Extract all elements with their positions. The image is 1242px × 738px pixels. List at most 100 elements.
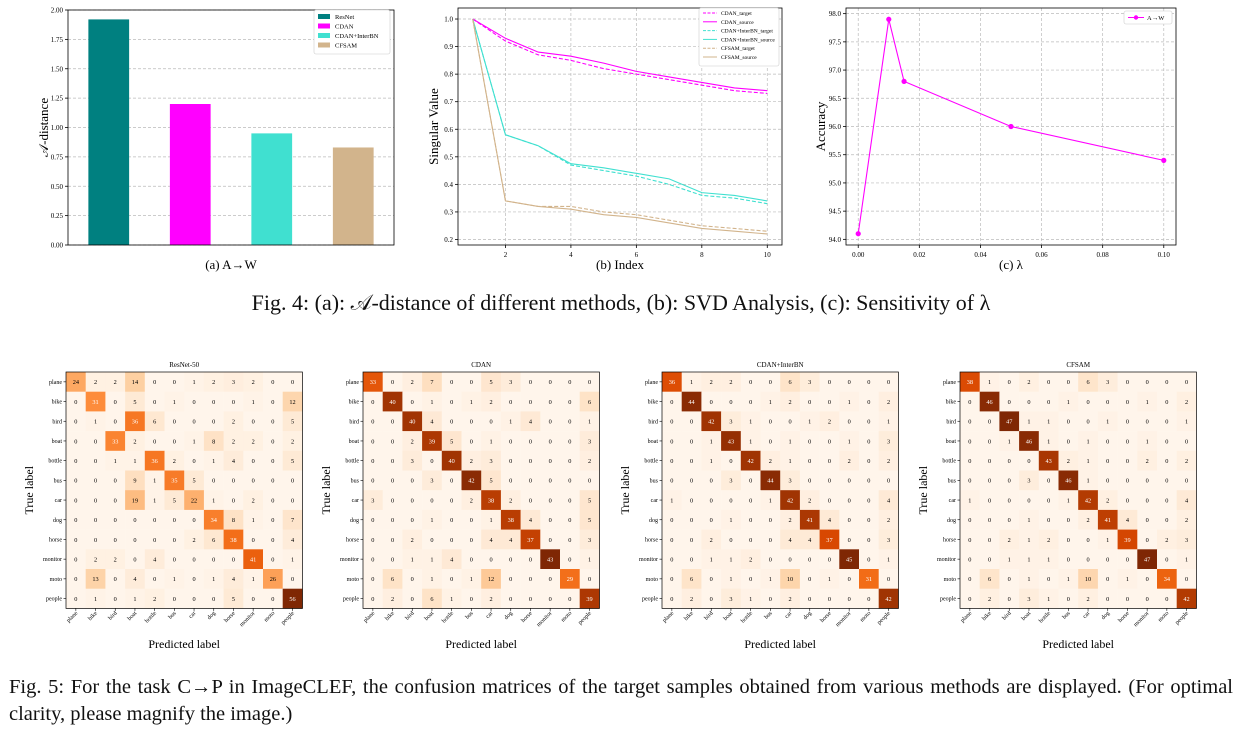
matrix-cell [282,391,303,412]
matrix-cell [721,588,742,609]
cell-value: 37 [826,537,832,544]
matrix-cell [66,529,86,550]
matrix-cell [66,431,86,452]
matrix-cell [1038,470,1059,491]
cell-value: 0 [549,478,552,485]
matrix-cell [701,569,722,589]
cell-value: 40 [389,399,395,406]
col-label: people [876,610,892,626]
col-label: bike [87,610,99,622]
matrix-cell [1176,490,1197,511]
cell-value: 2 [1047,537,1050,544]
cell-value: 3 [1027,478,1030,485]
cell-value: 0 [828,399,831,406]
matrix-cell [402,450,423,471]
cell-value: 0 [1106,576,1109,583]
matrix-cell [402,549,423,570]
matrix-cell [819,588,840,609]
matrix-cell [184,450,205,471]
matrix-cell [282,372,303,392]
cell-value: 2 [1165,537,1168,544]
cell-value: 0 [114,537,117,544]
matrix-cell [1137,411,1158,432]
matrix-cell [662,529,682,550]
cell-value: 1 [252,576,255,583]
matrix-cell [1019,372,1040,392]
cell-value: 0 [114,596,117,603]
matrix-cell [441,431,462,452]
cell-value: 0 [74,458,77,465]
row-label: monitor [340,557,359,563]
cell-value: 0 [391,379,394,386]
matrix-cell [560,569,580,589]
matrix-cell [1176,411,1197,432]
matrix-cell [461,411,482,432]
cell-value: 0 [1126,478,1129,485]
cell-value: 1 [968,497,971,504]
cell-value: 6 [1086,379,1089,386]
cell-value: 0 [828,379,831,386]
matrix-cell [500,529,521,550]
matrix-cell [560,450,580,471]
legend-label: CDAN+InterBN_target [721,29,773,35]
matrix-cell [960,411,980,432]
row-label: boat [52,439,63,445]
cell-value: 0 [74,497,77,504]
matrix-cell [740,490,761,511]
matrix-cell [422,509,443,530]
matrix-cell [282,490,303,511]
matrix-cell [144,490,165,511]
matrix-cell [422,372,443,392]
col-label: dog [504,611,515,622]
cell-value: 0 [828,497,831,504]
cell-value: 2 [788,399,791,406]
cell-value: 0 [848,478,851,485]
cell-value: 1 [729,517,732,524]
cell-value: 0 [1008,497,1011,504]
y-tick-label: 0.50 [51,183,64,191]
matrix-cell [1097,588,1118,609]
cell-value: 40 [409,419,415,426]
col-label: bike [384,610,396,622]
cell-value: 2 [1067,458,1070,465]
cell-value: 0 [1126,497,1129,504]
cell-value: 34 [1164,576,1171,583]
cell-value: 2 [192,537,195,544]
cell-value: 0 [769,379,772,386]
cell-value: 0 [1146,537,1149,544]
cell-value: 0 [887,576,890,583]
cell-value: 12 [289,399,295,406]
row-label: car [949,498,956,504]
matrix-cell [721,529,742,550]
matrix-cell [282,588,303,609]
matrix-cell [839,470,860,491]
matrix-cell [819,509,840,530]
matrix-cell [979,450,1000,471]
matrix-cell [1137,470,1158,491]
matrix-cell [520,450,541,471]
cell-value: 0 [252,596,255,603]
row-label: bus [650,478,659,484]
matrix-cell [579,509,600,530]
matrix-cell [1097,372,1118,392]
matrix-cell [441,372,462,392]
row-label: moto [347,577,359,583]
cell-value: 0 [968,517,971,524]
cell-value: 2 [887,399,890,406]
matrix-cell [681,509,702,530]
matrix-cell [540,509,561,530]
matrix-cell [662,588,682,609]
row-label: monitor [639,557,658,563]
cell-value: 0 [74,399,77,406]
series-line-cdan-interbn-target [472,18,768,205]
cell-value: 0 [271,517,274,524]
cell-value: 0 [529,556,532,563]
matrix-cell [1038,411,1059,432]
row-label: bike [52,400,63,406]
matrix-cell [461,509,482,530]
row-label: people [642,597,658,603]
col-label: bird [704,611,715,622]
col-label: dog [207,611,218,622]
row-label: horse [645,537,658,543]
